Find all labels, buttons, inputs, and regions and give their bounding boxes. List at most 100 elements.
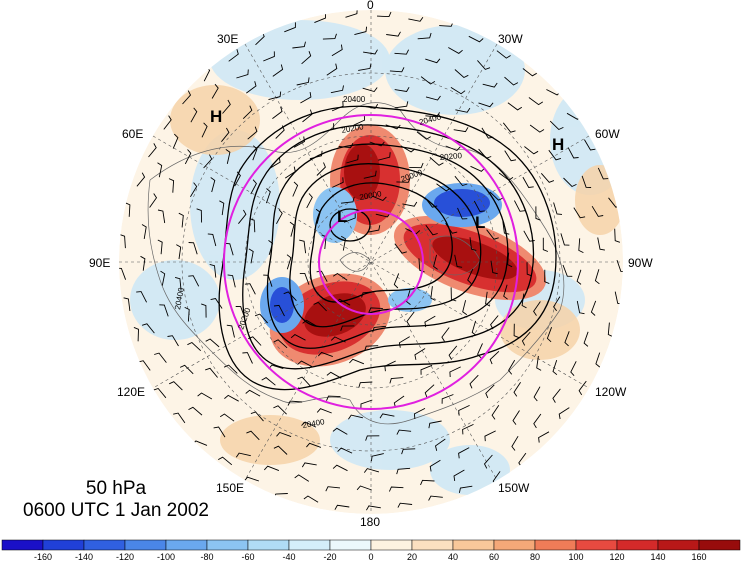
wind-barb: [467, 268, 474, 284]
wind-barb: [354, 26, 368, 36]
lon-label-90w: 90W: [628, 256, 653, 270]
wind-barb: [243, 476, 260, 482]
wind-barb: [249, 218, 256, 233]
wind-barb: [157, 162, 163, 178]
wind-barb: [436, 183, 451, 192]
wind-barb: [445, 223, 458, 234]
wind-barb: [136, 172, 146, 187]
wind-barb: [138, 360, 151, 371]
pressure-centers: H H L L: [210, 107, 564, 232]
wind-barb: [227, 274, 236, 288]
colorbar-tick-label: -160: [34, 552, 52, 561]
wind-barb: [394, 101, 409, 109]
wind-barb: [306, 193, 313, 209]
wind-barb: [454, 69, 469, 79]
wind-barb: [364, 345, 379, 352]
contour-label: 20200: [439, 151, 462, 162]
wind-barb: [393, 273, 400, 289]
wind-barb: [228, 49, 239, 62]
wind-barb: [548, 149, 562, 161]
wind-barb: [484, 430, 496, 442]
wind-barb: [349, 358, 365, 365]
wind-barb: [300, 92, 312, 104]
wind-barb: [148, 143, 157, 158]
wind-barb: [123, 297, 131, 311]
wind-barb: [263, 274, 273, 287]
colorbar-swatch: [288, 539, 331, 551]
wind-barb: [453, 127, 469, 133]
wind-barb: [462, 300, 468, 316]
wind-barb: [425, 95, 441, 101]
wind-barb: [248, 336, 262, 346]
wind-barb: [514, 200, 526, 212]
wind-barb: [400, 145, 416, 153]
colorbar-swatch: [329, 539, 372, 551]
wind-barb: [187, 341, 202, 352]
wind-barb: [542, 237, 549, 252]
polar-map: 20400 20200 20000 20400 20200 20000 2040…: [89, 0, 653, 529]
wind-barb: [219, 200, 225, 216]
highlight-circle-outer: [223, 114, 519, 410]
wind-barb: [406, 311, 415, 327]
wind-barb: [485, 291, 491, 307]
wind-barb: [188, 406, 203, 416]
wind-barb: [368, 307, 383, 313]
wind-barb: [224, 242, 234, 256]
colorbar-swatch: [165, 539, 208, 551]
wind-barb: [540, 173, 555, 183]
wind-barb: [366, 225, 381, 233]
wind-barb: [553, 296, 561, 312]
wind-barb: [614, 228, 621, 243]
wind-barb: [434, 438, 446, 451]
wind-barb: [358, 63, 372, 71]
wind-barb: [560, 233, 570, 246]
wind-barb: [458, 404, 470, 416]
wind-barb: [275, 125, 285, 139]
wind-barb: [533, 301, 541, 316]
wind-barb: [504, 150, 517, 162]
colorbar-swatch: [575, 539, 618, 551]
wind-barb: [160, 270, 166, 286]
wind-barb: [425, 224, 438, 236]
wind-barb: [496, 50, 511, 59]
wind-barb: [197, 392, 213, 400]
valid-time-label: 0600 UTC 1 Jan 2002: [23, 500, 209, 521]
colorbar-tick-label: -40: [282, 552, 295, 561]
wind-barb: [284, 22, 296, 33]
wind-barb: [190, 182, 198, 198]
wind-barb: [246, 81, 257, 94]
wind-barb: [507, 252, 513, 268]
wind-barb: [284, 166, 296, 179]
wind-barb: [441, 327, 450, 342]
wind-barb: [325, 486, 341, 492]
wind-barb: [558, 407, 570, 420]
wind-barb: [268, 240, 274, 256]
colorbar-tick-label: 40: [448, 552, 458, 561]
colorbar-tick-label: -60: [241, 552, 254, 561]
wind-barb: [265, 188, 271, 204]
contour-label: 20400: [173, 286, 186, 310]
wind-barb: [584, 139, 596, 151]
wind-barb: [616, 259, 623, 273]
wind-barb: [445, 145, 461, 152]
wind-barb: [263, 51, 275, 62]
wind-barb: [141, 224, 147, 239]
wind-barb: [595, 352, 601, 368]
high-center-atlantic: H: [552, 135, 564, 154]
wind-barb: [394, 49, 410, 55]
wind-barb: [235, 452, 251, 458]
wind-barb: [450, 287, 457, 302]
wind-barb: [402, 201, 418, 207]
wind-barb: [521, 331, 531, 346]
lon-label-60e: 60E: [122, 127, 143, 141]
wind-barb: [420, 76, 436, 85]
colorbar-swatch: [411, 539, 454, 551]
wind-barb: [159, 304, 169, 317]
wind-barb: [238, 209, 247, 224]
wind-barb: [322, 123, 335, 134]
wind-barb: [455, 107, 471, 113]
wind-barb: [523, 230, 535, 242]
negative-anomaly-light: [130, 20, 623, 495]
colorbar-tick-label: 60: [489, 552, 499, 561]
wind-barb: [252, 145, 258, 161]
